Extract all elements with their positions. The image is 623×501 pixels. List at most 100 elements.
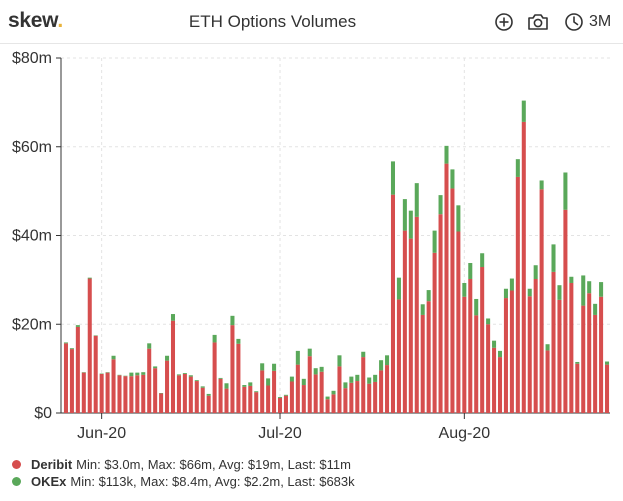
okex-bar[interactable] <box>408 210 413 239</box>
deribit-bar[interactable] <box>75 326 80 413</box>
okex-bar[interactable] <box>349 376 354 383</box>
screenshot-button[interactable] <box>526 10 550 34</box>
deribit-bar[interactable] <box>456 231 461 413</box>
okex-bar[interactable] <box>272 363 277 371</box>
deribit-bar[interactable] <box>521 121 526 414</box>
okex-bar[interactable] <box>575 361 580 364</box>
deribit-bar[interactable] <box>468 278 473 413</box>
deribit-bar[interactable] <box>390 194 395 413</box>
okex-bar[interactable] <box>533 265 538 279</box>
okex-bar[interactable] <box>242 385 247 387</box>
deribit-bar[interactable] <box>224 388 229 413</box>
deribit-bar[interactable] <box>147 348 152 413</box>
deribit-bar[interactable] <box>575 363 580 413</box>
deribit-bar[interactable] <box>408 238 413 413</box>
deribit-bar[interactable] <box>343 388 348 413</box>
deribit-bar[interactable] <box>438 214 443 413</box>
okex-bar[interactable] <box>87 277 92 279</box>
okex-bar[interactable] <box>515 159 520 177</box>
deribit-bar[interactable] <box>69 349 74 413</box>
okex-bar[interactable] <box>266 378 271 386</box>
okex-bar[interactable] <box>605 361 610 365</box>
okex-bar[interactable] <box>444 145 449 164</box>
deribit-bar[interactable] <box>277 397 283 413</box>
deribit-bar[interactable] <box>587 293 592 413</box>
okex-bar[interactable] <box>438 195 443 215</box>
okex-bar[interactable] <box>373 374 378 382</box>
deribit-bar[interactable] <box>301 385 306 413</box>
okex-bar[interactable] <box>248 382 253 386</box>
okex-bar[interactable] <box>539 180 544 190</box>
deribit-bar[interactable] <box>206 395 211 413</box>
deribit-bar[interactable] <box>212 342 217 413</box>
okex-bar[interactable] <box>361 351 366 358</box>
okex-bar[interactable] <box>325 396 330 400</box>
deribit-bar[interactable] <box>373 381 378 413</box>
deribit-bar[interactable] <box>99 373 104 413</box>
deribit-bar[interactable] <box>486 324 491 413</box>
deribit-bar[interactable] <box>230 325 235 413</box>
okex-bar[interactable] <box>188 375 193 377</box>
okex-bar[interactable] <box>236 338 241 344</box>
okex-bar[interactable] <box>69 348 74 350</box>
okex-bar[interactable] <box>153 366 158 369</box>
okex-bar[interactable] <box>176 374 181 376</box>
okex-bar[interactable] <box>551 244 556 272</box>
deribit-bar[interactable] <box>200 387 205 413</box>
deribit-bar[interactable] <box>218 378 223 413</box>
deribit-bar[interactable] <box>474 315 479 414</box>
okex-bar[interactable] <box>462 282 467 297</box>
deribit-bar[interactable] <box>432 252 437 413</box>
okex-bar[interactable] <box>295 350 300 365</box>
deribit-bar[interactable] <box>182 373 187 413</box>
deribit-bar[interactable] <box>242 386 247 413</box>
okex-bar[interactable] <box>319 366 324 372</box>
deribit-bar[interactable] <box>272 370 277 413</box>
deribit-bar[interactable] <box>480 267 485 413</box>
deribit-bar[interactable] <box>135 375 140 413</box>
okex-bar[interactable] <box>111 355 116 360</box>
okex-bar[interactable] <box>147 343 152 349</box>
deribit-bar[interactable] <box>176 375 181 413</box>
okex-bar[interactable] <box>135 372 140 376</box>
deribit-bar[interactable] <box>605 364 610 413</box>
okex-bar[interactable] <box>301 378 306 386</box>
deribit-bar[interactable] <box>331 394 336 413</box>
deribit-bar[interactable] <box>254 392 259 413</box>
okex-bar[interactable] <box>141 372 146 375</box>
deribit-bar[interactable] <box>551 271 556 413</box>
deribit-bar[interactable] <box>545 350 550 413</box>
okex-bar[interactable] <box>254 391 259 393</box>
deribit-bar[interactable] <box>361 357 366 413</box>
okex-bar[interactable] <box>521 100 526 122</box>
okex-bar[interactable] <box>527 288 532 297</box>
deribit-bar[interactable] <box>236 343 241 413</box>
okex-bar[interactable] <box>212 334 217 343</box>
okex-bar[interactable] <box>165 355 170 361</box>
deribit-bar[interactable] <box>165 360 170 413</box>
okex-bar[interactable] <box>337 355 342 367</box>
okex-bar[interactable] <box>545 344 550 351</box>
deribit-bar[interactable] <box>188 376 193 413</box>
deribit-bar[interactable] <box>533 278 538 413</box>
okex-bar[interactable] <box>587 281 592 294</box>
okex-bar[interactable] <box>355 374 360 382</box>
deribit-bar[interactable] <box>105 372 110 413</box>
deribit-bar[interactable] <box>129 376 134 413</box>
okex-bar[interactable] <box>426 290 431 302</box>
okex-bar[interactable] <box>456 205 461 232</box>
okex-bar[interactable] <box>283 394 288 396</box>
okex-bar[interactable] <box>474 298 479 316</box>
okex-bar[interactable] <box>170 314 176 321</box>
deribit-bar[interactable] <box>349 382 354 413</box>
deribit-bar[interactable] <box>426 301 431 413</box>
okex-bar[interactable] <box>129 372 134 377</box>
deribit-bar[interactable] <box>81 372 86 413</box>
okex-bar[interactable] <box>289 376 294 382</box>
okex-bar[interactable] <box>497 350 503 358</box>
deribit-bar[interactable] <box>355 381 360 413</box>
deribit-bar[interactable] <box>420 314 425 413</box>
deribit-bar[interactable] <box>111 359 116 413</box>
okex-bar[interactable] <box>260 363 265 371</box>
deribit-bar[interactable] <box>307 356 312 413</box>
